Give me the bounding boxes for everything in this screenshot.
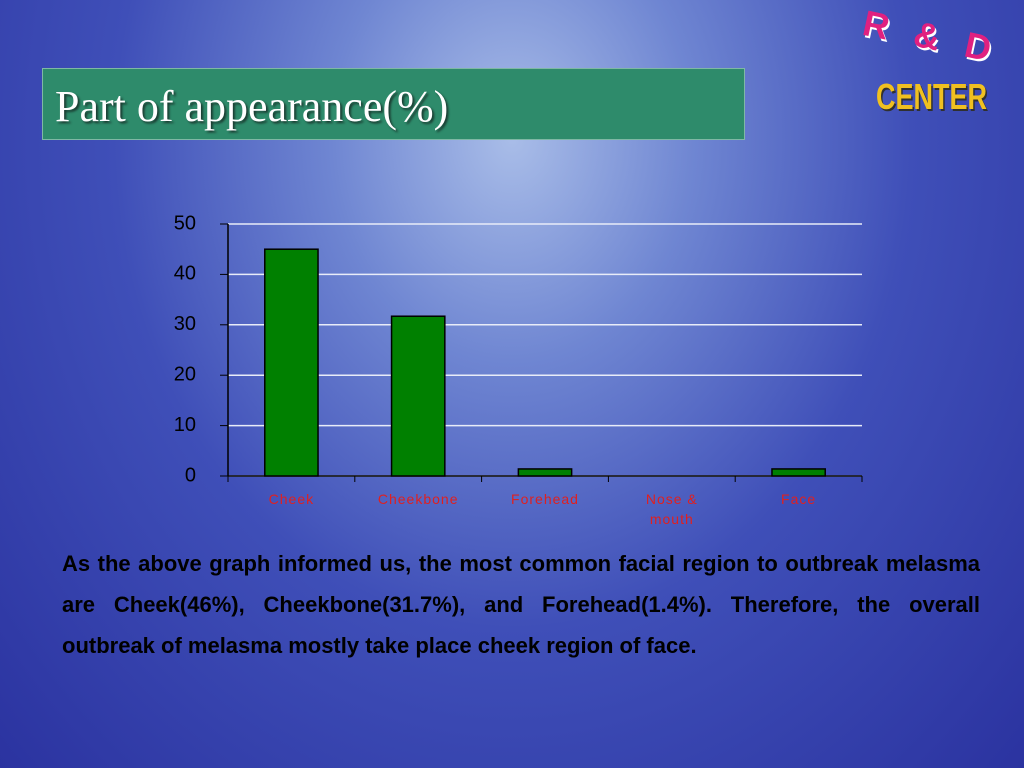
bar: [390, 315, 446, 477]
y-tick-label: 50: [174, 212, 196, 234]
y-tick-label: 30: [174, 313, 196, 335]
x-tick-label: Forehead: [511, 491, 579, 507]
y-tick-label: 40: [174, 263, 196, 285]
bar: [264, 248, 319, 477]
y-tick-label: 20: [174, 363, 196, 385]
slide-title: Part of appearance(%): [55, 82, 449, 131]
chart: 0 10 20 30 40 50: [174, 212, 863, 486]
bar: [771, 468, 826, 477]
bar: [517, 468, 573, 477]
y-tick-label: 10: [174, 414, 196, 436]
x-tick-label: Nose & mouth: [645, 491, 698, 527]
x-tick-label: Face: [781, 491, 817, 507]
description: As the above graph informed us, the most…: [62, 551, 980, 658]
y-tick-label: 0: [185, 464, 196, 486]
title-box: Part of appearance(%): [42, 68, 745, 140]
x-tick-label: Cheek: [268, 491, 315, 507]
logo-bottom: CENTER: [876, 76, 988, 117]
x-tick-label: Cheekbone: [377, 491, 459, 507]
